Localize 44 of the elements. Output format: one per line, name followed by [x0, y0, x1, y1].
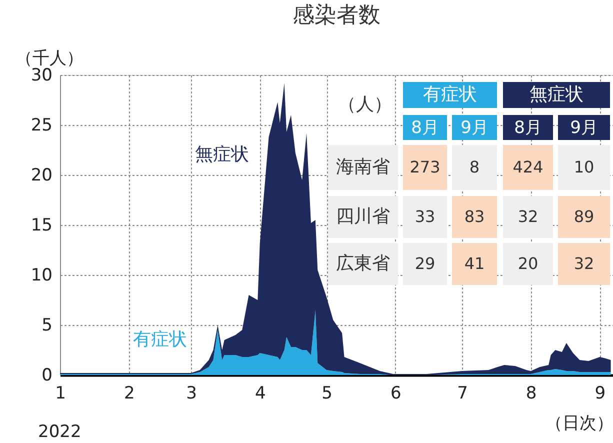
data-label: 89	[574, 207, 594, 226]
x-tick-label: 9月	[570, 118, 598, 138]
data-label: 10	[574, 158, 594, 176]
y-tick-label: 15	[30, 216, 52, 236]
data-label: 83	[464, 207, 485, 226]
y-tick-label: 10	[30, 266, 52, 286]
x-tick-label: 4	[254, 384, 266, 404]
y-tick-label: 0	[42, 366, 52, 386]
text: 2022	[38, 422, 82, 442]
x-tick-label: 1	[55, 384, 66, 404]
data-label: 20	[518, 254, 538, 273]
series-label: 無症状	[195, 144, 249, 165]
x-axis-title: （日次）	[546, 414, 613, 434]
x-tick-label: 8月	[411, 118, 439, 138]
y-axis-title: （千人）	[16, 48, 84, 68]
data-label: 32	[518, 207, 538, 226]
x-tick-label: 9月	[460, 118, 488, 138]
data-label: 33	[414, 207, 436, 226]
data-label: 41	[464, 254, 485, 273]
y-tick-label: 30	[30, 66, 52, 86]
annotation: （人）	[338, 94, 392, 115]
data-label: 424	[512, 158, 544, 176]
series-label: 有症状	[133, 329, 187, 350]
data-label: 29	[414, 254, 436, 273]
annotation: 有症状	[423, 84, 477, 105]
x-tick-label: 8	[526, 384, 537, 404]
y-tick-label: 広東省	[336, 253, 390, 274]
y-tick-label: 25	[30, 116, 52, 136]
chart-title: 感染者数	[292, 3, 380, 28]
data-label: 32	[574, 254, 594, 273]
data-label: 8	[469, 158, 480, 176]
y-tick-label: 海南省	[336, 156, 390, 178]
x-tick-label: 6	[390, 384, 402, 404]
x-tick-label: 9	[594, 384, 606, 404]
x-tick-label: 3	[186, 384, 197, 404]
x-tick-label: 5	[322, 384, 332, 404]
x-tick-label: 2	[124, 384, 135, 404]
annotation: 無症状	[530, 84, 584, 105]
y-tick-label: 四川省	[336, 206, 390, 227]
y-tick-label: 5	[42, 316, 52, 336]
y-tick-label: 20	[30, 166, 52, 186]
data-label: 273	[410, 158, 440, 176]
x-tick-label: 7	[457, 384, 468, 404]
x-tick-label: 8月	[514, 118, 542, 138]
